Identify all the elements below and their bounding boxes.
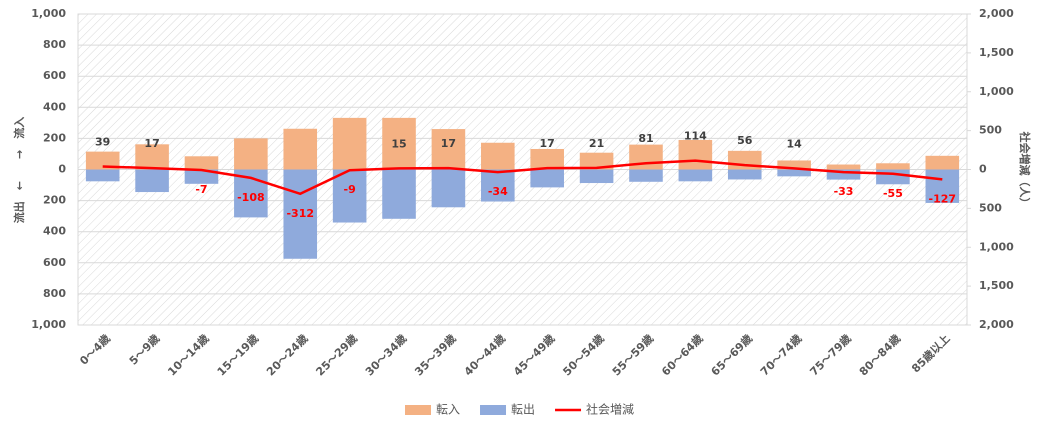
bar xyxy=(678,169,713,182)
bar xyxy=(184,156,219,170)
data-label: 17 xyxy=(144,137,159,150)
x-tick-label: 0～4歳 xyxy=(77,331,113,367)
bar xyxy=(135,169,169,193)
y2-tick-label: 500 xyxy=(979,201,1002,214)
data-label: 39 xyxy=(95,135,110,148)
data-label: 21 xyxy=(589,137,604,150)
x-tick-label: 35～39歳 xyxy=(412,331,459,378)
y2-tick-label: 1,500 xyxy=(979,46,1014,59)
data-label: -108 xyxy=(237,191,265,204)
bar xyxy=(826,169,861,180)
bar xyxy=(777,160,811,170)
x-tick-label: 15～19歳 xyxy=(214,331,261,378)
bar xyxy=(777,169,811,177)
x-tick-label: 50～54歳 xyxy=(560,331,607,378)
bar xyxy=(283,128,318,170)
y2-axis-title: 社会増減（人） xyxy=(1018,131,1032,209)
legend-label: 転入 xyxy=(436,403,460,417)
data-label: 81 xyxy=(638,132,653,145)
legend-swatch xyxy=(405,405,431,415)
data-label: -33 xyxy=(834,185,854,198)
bar xyxy=(629,144,663,170)
y-tick-label: 1,000 xyxy=(31,7,66,20)
x-tick-label: 55～59歳 xyxy=(609,331,656,378)
bar xyxy=(481,169,515,202)
y2-tick-label: 1,000 xyxy=(979,85,1014,98)
y-tick-label: 1,000 xyxy=(31,318,66,331)
bar xyxy=(332,169,367,223)
bar xyxy=(876,163,910,170)
data-label: -34 xyxy=(488,185,508,198)
bar xyxy=(530,148,564,170)
data-label: -7 xyxy=(195,183,207,196)
y2-tick-label: 1,500 xyxy=(979,279,1014,292)
bar xyxy=(925,169,960,203)
y2-tick-label: 2,000 xyxy=(979,7,1014,20)
x-tick-label: 85歳以上 xyxy=(908,331,952,375)
bar xyxy=(629,169,663,182)
y-tick-label: 800 xyxy=(43,287,66,300)
bar xyxy=(382,117,416,170)
x-tick-label: 40～44歳 xyxy=(461,331,508,378)
bar xyxy=(579,169,614,184)
y-tick-label: 400 xyxy=(43,225,66,238)
data-label: -55 xyxy=(883,187,903,200)
x-tick-label: 60～64歳 xyxy=(658,331,705,378)
bar xyxy=(85,151,120,170)
bar xyxy=(431,129,466,170)
legend-swatch xyxy=(480,405,507,415)
data-label: -127 xyxy=(929,192,957,205)
y2-tick-label: 1,000 xyxy=(979,240,1014,253)
x-tick-label: 5～9歳 xyxy=(126,331,162,367)
y2-tick-label: 2,000 xyxy=(979,318,1014,331)
data-label: -312 xyxy=(286,207,314,220)
bar xyxy=(727,169,762,180)
bar xyxy=(925,155,960,170)
x-tick-label: 10～14歳 xyxy=(165,331,212,378)
bar xyxy=(481,142,515,170)
bar xyxy=(283,169,318,259)
x-tick-label: 75～79歳 xyxy=(807,331,854,378)
bar xyxy=(876,169,910,185)
legend-label: 社会増減 xyxy=(586,402,634,417)
x-tick-label: 45～49歳 xyxy=(510,331,557,378)
x-tick-label: 20～24歳 xyxy=(263,331,310,378)
y-tick-label: 200 xyxy=(43,194,66,207)
x-tick-label: 70～74歳 xyxy=(757,331,804,378)
bar xyxy=(184,169,219,184)
data-label: 17 xyxy=(441,137,456,150)
x-tick-label: 80～84歳 xyxy=(856,331,903,378)
x-tick-label: 65～69歳 xyxy=(708,331,755,378)
bar xyxy=(530,169,564,188)
data-label: 14 xyxy=(786,137,802,150)
x-tick-label: 25～29歳 xyxy=(313,331,360,378)
y-tick-label: 600 xyxy=(43,69,66,82)
y2-tick-label: 500 xyxy=(979,124,1002,137)
line xyxy=(102,159,943,196)
y-tick-label: 0 xyxy=(58,163,66,176)
data-label: -9 xyxy=(344,183,356,196)
y-tick-label: 600 xyxy=(43,256,66,269)
bar xyxy=(135,144,169,170)
data-label: 15 xyxy=(391,137,406,150)
bar xyxy=(579,152,614,170)
y-tick-label: 800 xyxy=(43,38,66,51)
bar xyxy=(85,169,120,182)
bar xyxy=(826,164,861,170)
bar xyxy=(332,117,367,170)
y2-tick-label: 0 xyxy=(979,163,987,176)
bar xyxy=(431,169,466,208)
data-label: 114 xyxy=(684,130,707,143)
bar xyxy=(382,169,416,219)
y-tick-label: 400 xyxy=(43,100,66,113)
bar xyxy=(678,139,713,170)
y-axis-title: 流出 ← → 流入 xyxy=(12,117,26,223)
data-label: 17 xyxy=(540,137,555,150)
x-tick-label: 30～34歳 xyxy=(362,331,409,378)
data-label: 56 xyxy=(737,134,753,147)
bar xyxy=(234,138,268,170)
y-tick-label: 200 xyxy=(43,131,66,144)
legend-label: 転出 xyxy=(511,403,535,417)
